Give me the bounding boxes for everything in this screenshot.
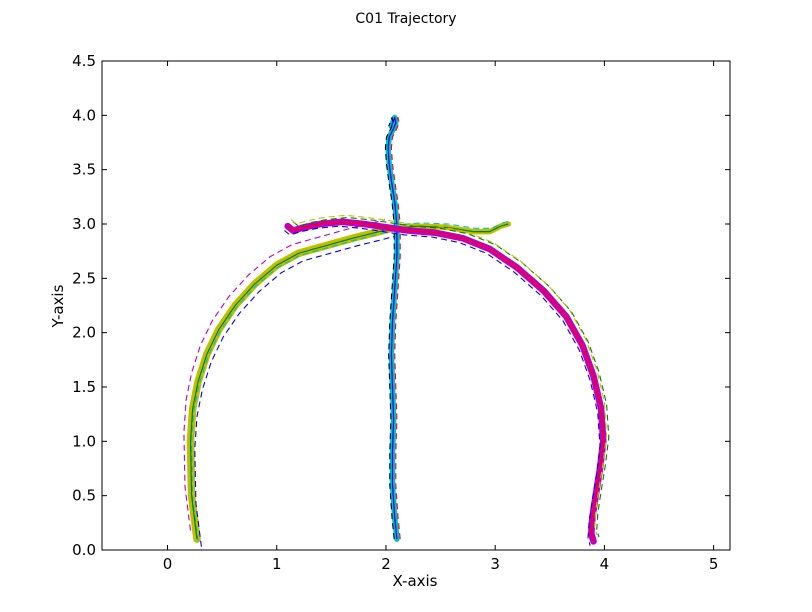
x-axis-ticks: 0 1 2 3 4 5 — [163, 61, 719, 573]
y-tick-label: 0.0 — [72, 541, 96, 559]
y-tick-label: 1.5 — [72, 378, 96, 396]
x-tick-label: 4 — [600, 555, 610, 573]
series-0-dashed-1 — [183, 219, 386, 531]
series-2-mean-line — [391, 223, 509, 233]
series-0-mean-line — [189, 227, 392, 540]
series-3-dashed-1 — [290, 214, 608, 535]
series-1-dashed-1 — [390, 116, 401, 540]
series-0-dashed-2 — [191, 229, 393, 542]
series-3-dashed-2 — [284, 225, 601, 546]
series-1 — [384, 114, 401, 542]
series-0-dashed-0 — [194, 235, 396, 547]
series-2-dashed-0 — [393, 220, 511, 229]
y-tick-label: 4.5 — [72, 52, 96, 70]
y-tick-label: 2.5 — [72, 269, 96, 287]
y-tick-label: 1.0 — [72, 432, 96, 450]
series-layer — [183, 114, 610, 547]
y-tick-label: 4.0 — [72, 106, 96, 124]
y-tick-label: 3.5 — [72, 161, 96, 179]
series-1-mean-line — [387, 116, 398, 540]
x-tick-label: 1 — [272, 555, 282, 573]
y-axis-ticks: 0.0 0.5 1.0 1.5 2.0 2.5 3.0 3.5 4.0 4.5 — [72, 52, 730, 559]
series-3-mean-line — [287, 221, 604, 542]
x-tick-label: 5 — [709, 555, 719, 573]
y-tick-label: 2.0 — [72, 324, 96, 342]
series-3 — [284, 214, 610, 546]
chart-title: C01 Trajectory — [355, 11, 456, 27]
x-tick-label: 3 — [490, 555, 500, 573]
series-0 — [183, 219, 396, 547]
series-2 — [388, 220, 512, 235]
series-1-dashed-0 — [384, 116, 395, 540]
y-tick-label: 0.5 — [72, 487, 96, 505]
plot-frame — [101, 60, 731, 551]
x-axis-label: X-axis — [393, 572, 438, 590]
x-tick-label: 2 — [381, 555, 391, 573]
y-axis-label: Y-axis — [49, 284, 67, 328]
x-tick-label: 0 — [163, 555, 173, 573]
y-tick-label: 3.0 — [72, 215, 96, 233]
plot-area: 0 1 2 3 4 5 0.0 0.5 1.0 1.5 2.0 2.5 3.0 3.5 4.0 4.5 — [72, 52, 731, 573]
